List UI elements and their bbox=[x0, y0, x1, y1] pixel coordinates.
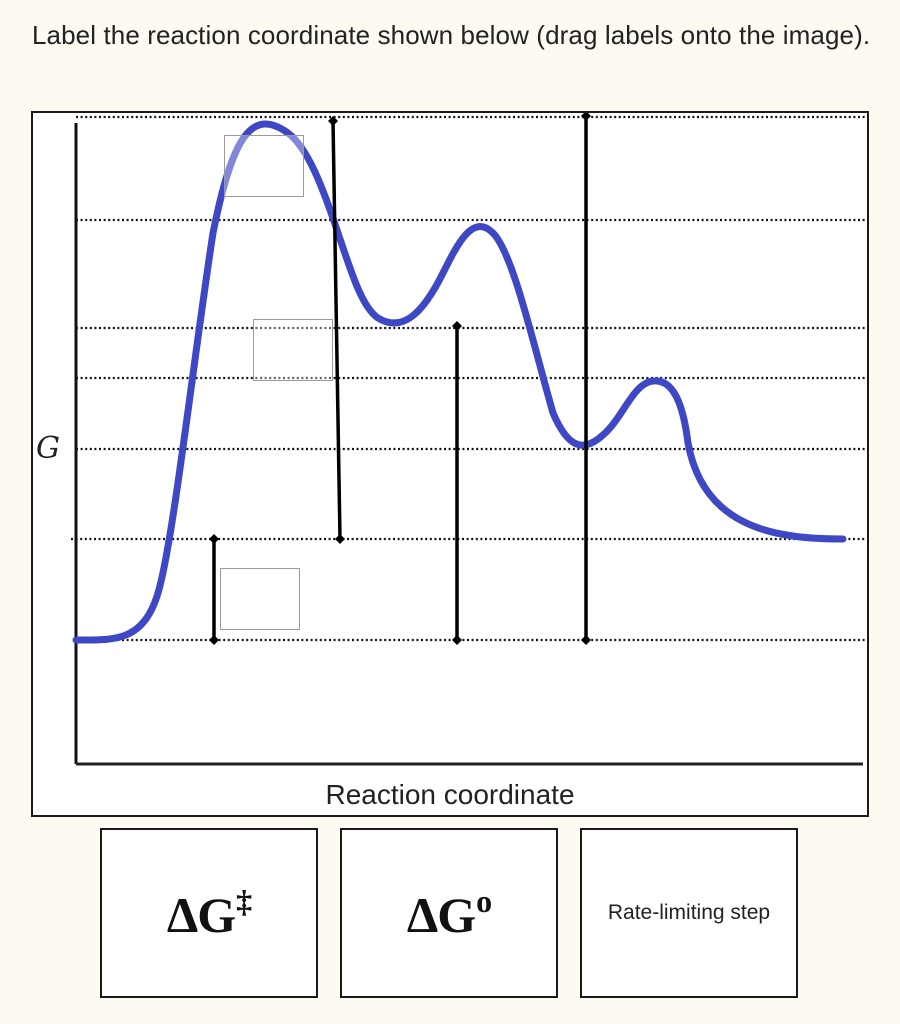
reaction-coordinate-diagram: G Reaction coordinate bbox=[31, 111, 869, 817]
energy-diagram-graphic bbox=[71, 113, 865, 766]
measurement-bars bbox=[212, 116, 588, 640]
delta-g-standard-symbol: ΔGo bbox=[406, 882, 492, 943]
label-card-rate-limiting-step[interactable]: Rate-limiting step bbox=[580, 828, 798, 998]
label-card-delta-g-standard[interactable]: ΔGo bbox=[340, 828, 558, 998]
drop-target-1[interactable] bbox=[224, 135, 304, 197]
energy-level-gridlines bbox=[71, 115, 865, 642]
delta-g-activation-symbol: ΔG‡ bbox=[166, 882, 252, 943]
drop-target-2[interactable] bbox=[253, 319, 333, 381]
label-card-delta-g-activation[interactable]: ΔG‡ bbox=[100, 828, 318, 998]
drop-target-3[interactable] bbox=[220, 568, 300, 630]
energy-curve bbox=[72, 120, 847, 644]
rate-limiting-step-text: Rate-limiting step bbox=[607, 901, 771, 924]
x-axis-label: Reaction coordinate bbox=[325, 779, 575, 810]
question-prompt: Label the reaction coordinate shown belo… bbox=[32, 20, 871, 50]
y-axis-label: G bbox=[36, 431, 60, 466]
bar-endpoints bbox=[209, 113, 591, 645]
